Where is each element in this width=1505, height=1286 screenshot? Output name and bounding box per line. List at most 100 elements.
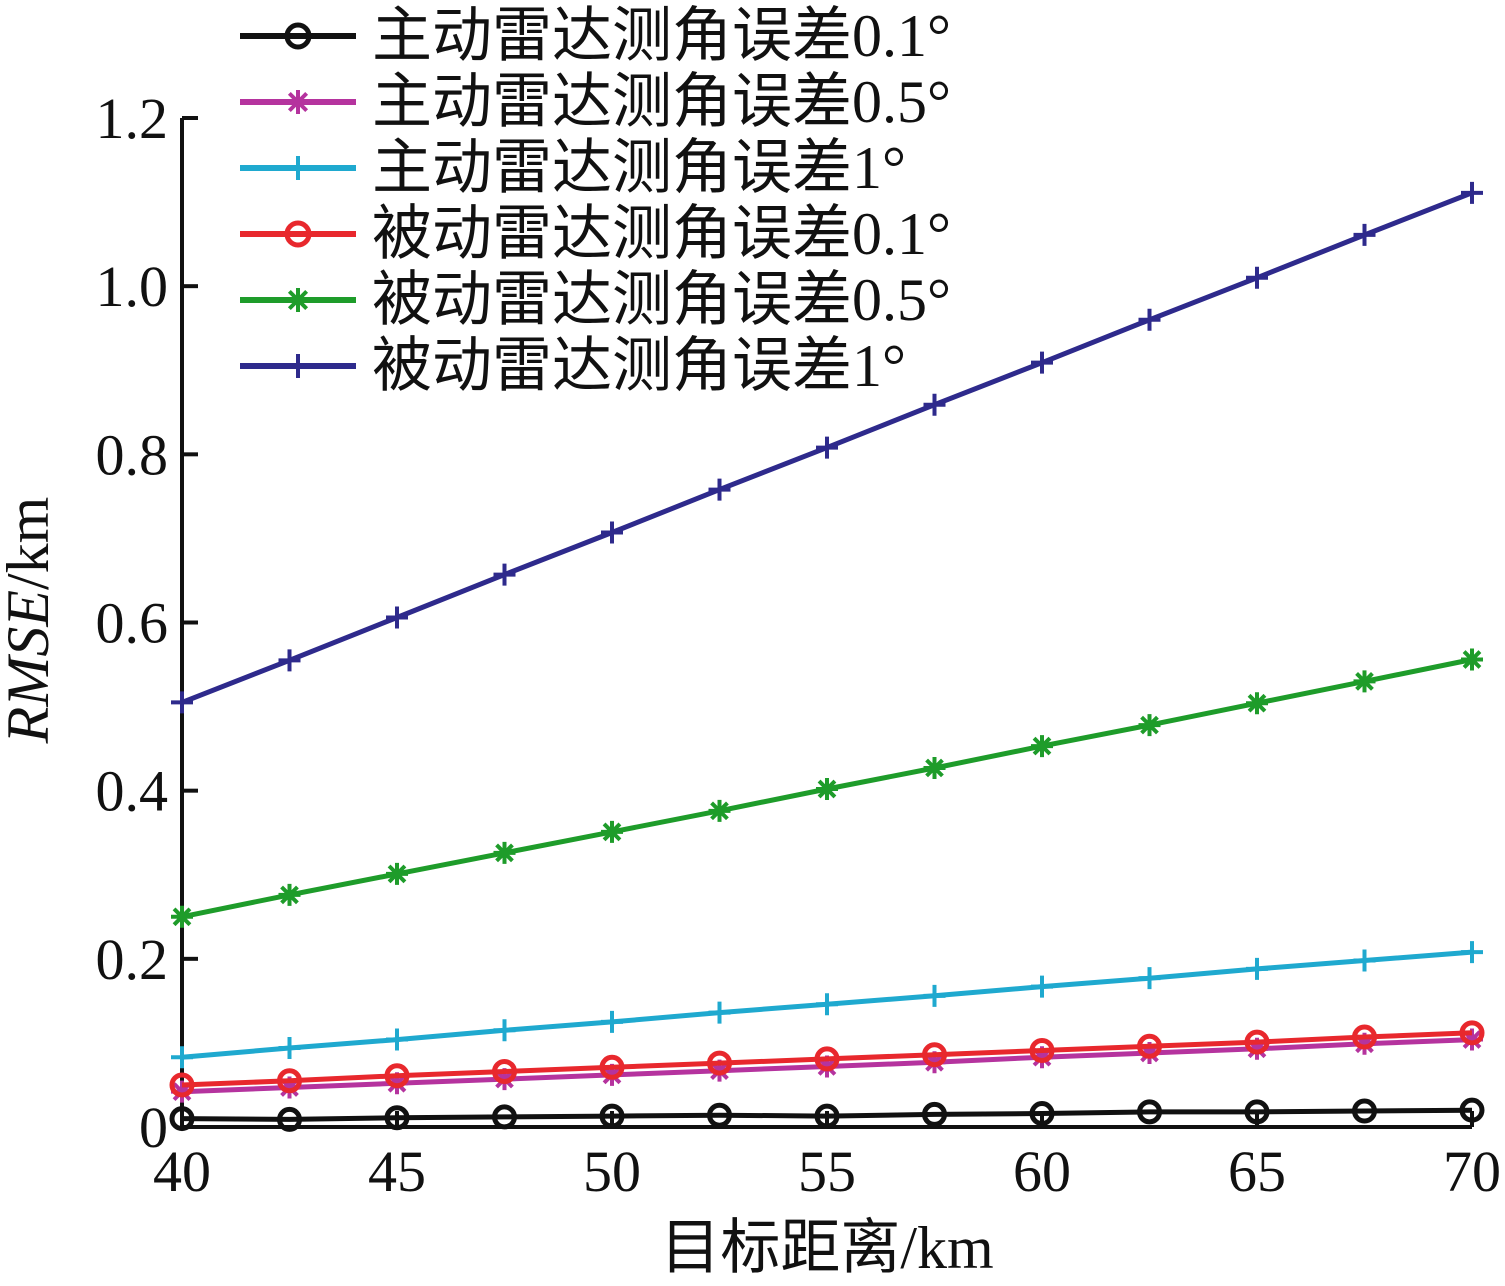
data-point (286, 156, 310, 180)
y-axis-title-unit: /km (0, 497, 61, 590)
data-point (386, 606, 408, 629)
legend-label: 主动雷达测角误差0.1° (372, 3, 951, 69)
data-point (278, 883, 301, 906)
data-point (278, 1076, 301, 1099)
data-point (1138, 308, 1161, 331)
data-point (816, 436, 838, 459)
legend-label: 被动雷达测角误差0.1° (372, 201, 951, 267)
data-point (816, 777, 838, 800)
legend-entry: 被动雷达测角误差0.5° (240, 267, 951, 333)
data-point (386, 1028, 408, 1051)
data-point (278, 649, 301, 672)
legend-label: 主动雷达测角误差1° (372, 135, 906, 201)
x-tick-label: 45 (368, 1139, 426, 1204)
legend-entry: 主动雷达测角误差0.1° (240, 3, 951, 69)
y-tick-label: 0.8 (96, 422, 169, 487)
x-tick-label: 70 (1443, 1139, 1501, 1204)
series-3 (171, 941, 1483, 1069)
legend-entry: 被动雷达测角误差1° (240, 333, 906, 399)
x-tick-label: 40 (153, 1139, 211, 1204)
data-point (1031, 351, 1053, 374)
legend-label: 被动雷达测角误差0.5° (372, 267, 951, 333)
data-point (1461, 1028, 1483, 1051)
data-point (1031, 975, 1053, 998)
data-point (171, 1080, 193, 1103)
legend-entry: 被动雷达测角误差0.1° (240, 201, 951, 267)
data-point (707, 1102, 732, 1128)
data-point (278, 1036, 301, 1059)
data-point (601, 1010, 623, 1033)
data-point (1246, 1037, 1268, 1060)
legend-entry: 主动雷达测角误差1° (240, 135, 906, 201)
x-tick-label: 50 (583, 1139, 641, 1204)
series-6 (171, 181, 1483, 714)
data-point (169, 1106, 195, 1132)
data-point (1137, 1099, 1162, 1125)
legend-label: 主动雷达测角误差0.5° (372, 69, 951, 135)
data-point (1353, 1032, 1376, 1055)
data-point (922, 1101, 947, 1127)
data-point (708, 478, 731, 501)
y-tick-label: 0.6 (96, 591, 169, 656)
data-point (922, 1042, 947, 1068)
data-point (923, 984, 946, 1007)
legend-label: 被动雷达测角误差1° (372, 333, 906, 399)
data-point (384, 1063, 410, 1089)
series-4 (169, 1020, 1485, 1098)
data-point (277, 1106, 302, 1132)
data-point (1461, 181, 1483, 204)
data-point (386, 862, 408, 885)
series-layer (169, 181, 1485, 1132)
data-point (277, 1068, 302, 1094)
data-point (171, 905, 193, 928)
data-point (286, 354, 310, 378)
data-point (1459, 1097, 1485, 1123)
data-point (601, 521, 623, 544)
legend-entry: 主动雷达测角误差0.5° (240, 69, 951, 135)
data-point (923, 393, 946, 416)
data-point (707, 1050, 732, 1076)
y-tick-label: 0.4 (96, 759, 169, 824)
data-point (493, 841, 516, 864)
data-point (171, 691, 193, 714)
data-point (1138, 1042, 1161, 1065)
data-point (1138, 967, 1161, 990)
series-line (181, 1107, 1473, 1122)
data-point (814, 1103, 840, 1129)
data-point (1138, 714, 1161, 737)
data-point (1352, 1098, 1377, 1124)
data-point (284, 22, 312, 50)
data-point (169, 1072, 195, 1098)
data-point (599, 1103, 625, 1129)
data-point (599, 1054, 625, 1080)
y-ticks: 0 0.2 0.4 0.6 0.8 1.0 1.2 (96, 86, 198, 1160)
series-5 (171, 648, 1483, 928)
data-point (171, 1046, 193, 1069)
data-point (492, 1059, 517, 1085)
data-point (286, 288, 310, 312)
data-point (1246, 692, 1268, 715)
data-point (1031, 735, 1053, 758)
data-point (1353, 670, 1376, 693)
data-point (1246, 957, 1268, 980)
data-point (1244, 1029, 1270, 1055)
y-tick-label: 1.0 (96, 254, 169, 319)
data-point (1029, 1037, 1055, 1063)
data-point (492, 1104, 517, 1130)
data-point (1461, 941, 1483, 964)
data-point (816, 993, 838, 1016)
data-point (286, 90, 310, 114)
data-point (384, 1105, 410, 1131)
data-point (814, 1046, 840, 1072)
data-point (1246, 266, 1268, 289)
y-tick-label: 1.2 (96, 86, 169, 151)
x-tick-label: 60 (1013, 1139, 1071, 1204)
x-tick-label: 55 (798, 1139, 856, 1204)
y-tick-label: 0 (139, 1095, 168, 1160)
data-point (1137, 1033, 1162, 1059)
series-line (181, 1030, 1473, 1088)
data-point (708, 799, 731, 822)
data-point (1352, 1024, 1377, 1050)
